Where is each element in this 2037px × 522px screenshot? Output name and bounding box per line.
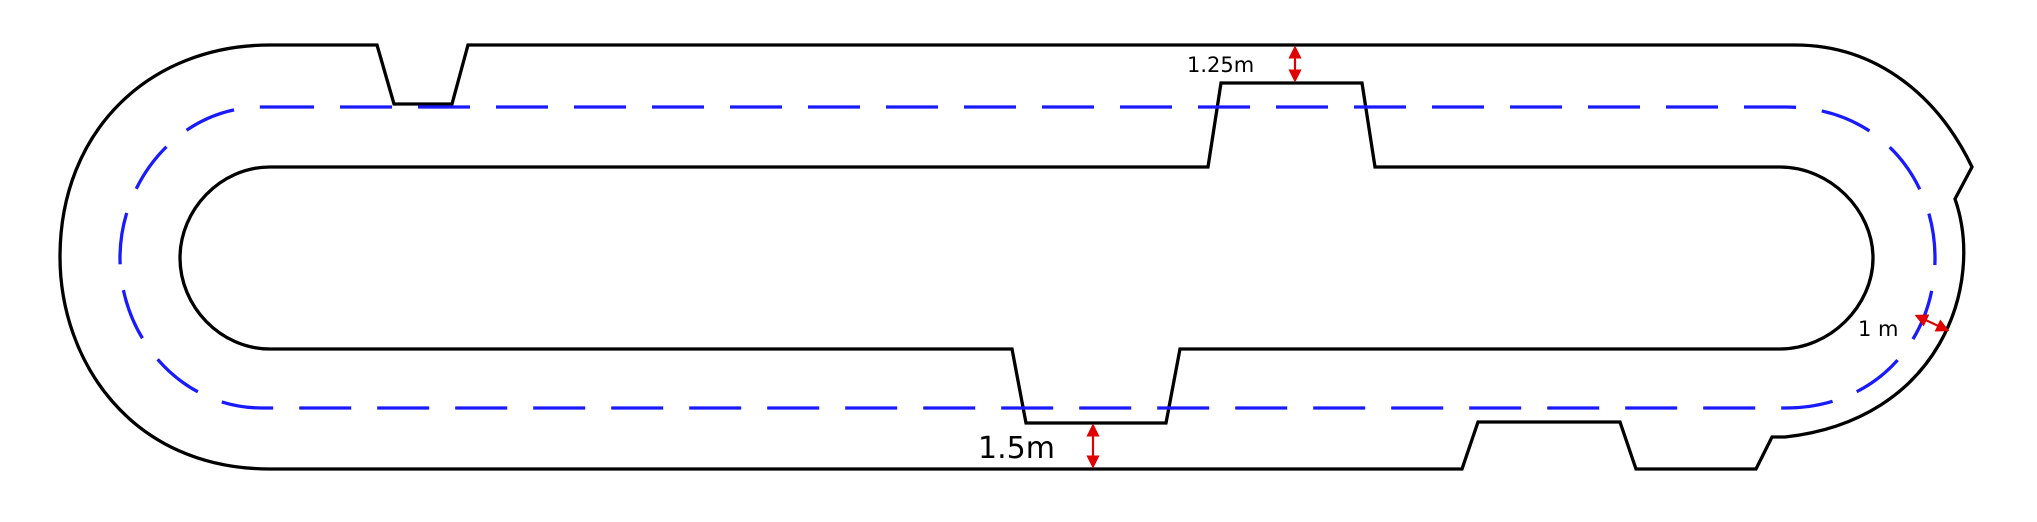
top-dimension: 1.25m [1187,45,1302,83]
right-dimension-label: 1 m [1858,317,1899,341]
right-dimension: 1 m [1858,314,1950,341]
right-dimension-arrow [1914,314,1950,332]
track-inner-boundary [178,81,1875,425]
lane-line [118,105,1937,410]
bottom-dimension: 1.5m [978,423,1100,469]
track-outer-boundary [58,43,1974,471]
bottom-dimension-label: 1.5m [978,431,1055,466]
top-dimension-label: 1.25m [1187,53,1254,77]
